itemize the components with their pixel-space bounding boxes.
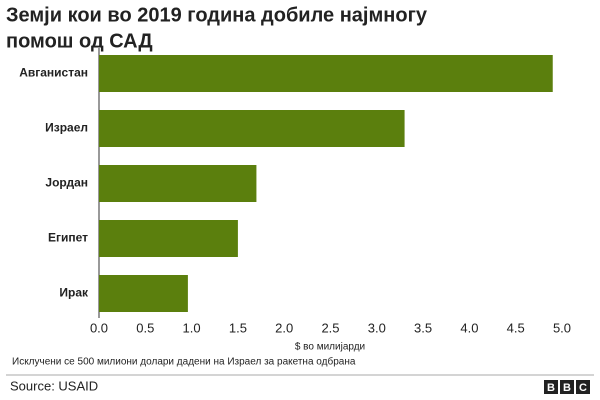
- bar: [99, 165, 257, 202]
- chart-title: помош од САД: [6, 30, 153, 52]
- x-tick-label: 5.0: [553, 320, 571, 335]
- x-tick-label: 0.0: [90, 320, 108, 335]
- x-tick-label: 0.5: [136, 320, 154, 335]
- y-tick-label: Ирак: [59, 286, 89, 300]
- bar: [99, 110, 405, 147]
- source: Source: USAID: [10, 378, 98, 393]
- logo-box: [544, 380, 558, 394]
- logo-letter: B: [563, 382, 571, 394]
- logo-box: [576, 380, 590, 394]
- bar: [99, 275, 188, 312]
- x-tick-label: 1.0: [183, 320, 201, 335]
- logo-letter: B: [547, 382, 555, 394]
- x-tick-label: 3.0: [368, 320, 386, 335]
- x-tick-label: 1.5: [229, 320, 247, 335]
- y-tick-label: Израел: [45, 121, 88, 135]
- y-tick-label: Авганистан: [19, 66, 88, 80]
- y-tick-label: Египет: [48, 231, 88, 245]
- bar: [99, 55, 553, 92]
- bar: [99, 220, 238, 257]
- x-tick-label: 4.0: [460, 320, 478, 335]
- chart-title: Земји кои во 2019 година добиле најмногу: [6, 4, 428, 26]
- y-tick-label: Јордан: [45, 176, 88, 190]
- x-axis-label: $ во милијарди: [295, 342, 365, 353]
- x-tick-label: 4.5: [507, 320, 525, 335]
- note: Исклучени се 500 милиони долари дадени н…: [12, 356, 356, 368]
- x-tick-label: 2.5: [321, 320, 339, 335]
- logo-letter: C: [579, 382, 587, 394]
- logo-box: [560, 380, 574, 394]
- x-tick-label: 2.0: [275, 320, 293, 335]
- x-tick-label: 3.5: [414, 320, 432, 335]
